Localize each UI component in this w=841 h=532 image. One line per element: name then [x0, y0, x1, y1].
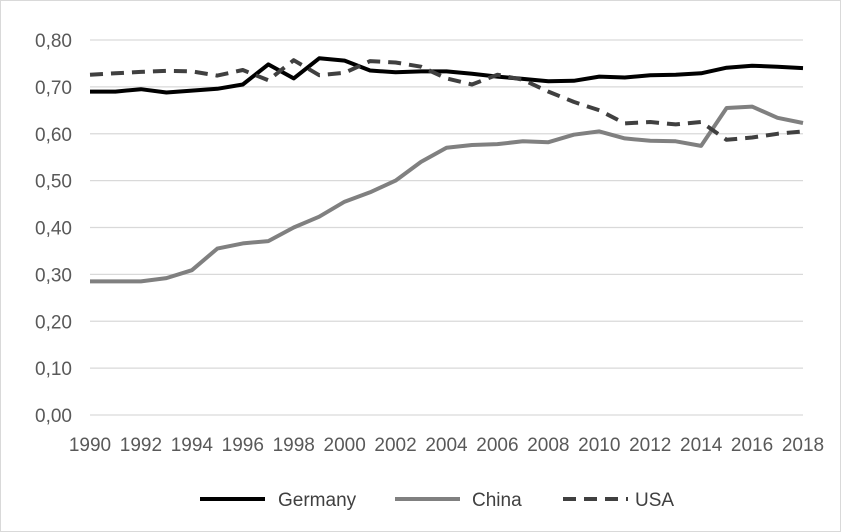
x-tick-label: 2018	[782, 435, 824, 456]
legend-label-china: China	[472, 490, 522, 511]
y-tick-label: 0,80	[35, 31, 72, 52]
x-tick-label: 2010	[578, 435, 620, 456]
gridlines	[90, 39, 803, 416]
x-tick-label: 2002	[374, 435, 416, 456]
x-tick-label: 1992	[120, 435, 162, 456]
x-tick-label: 1996	[222, 435, 264, 456]
x-tick-label: 1998	[273, 435, 315, 456]
x-tick-label: 2014	[680, 435, 723, 456]
x-tick-label: 2006	[476, 435, 518, 456]
series-line-china	[90, 104, 804, 284]
x-axis-ticks: 1990 1992 1994 1996 1998 2000 2002 2004 2006 2008…	[69, 435, 824, 456]
series-line-germany	[90, 56, 804, 95]
series-lines	[89, 56, 804, 284]
legend-label-usa: USA	[635, 490, 674, 511]
legend-label-germany: Germany	[278, 490, 357, 511]
y-tick-label: 0,70	[35, 78, 72, 99]
x-tick-label: 2016	[731, 435, 773, 456]
x-tick-label: 2004	[425, 435, 468, 456]
y-tick-label: 0,40	[35, 219, 72, 240]
y-tick-label: 0,60	[35, 125, 72, 146]
y-tick-label: 0,30	[35, 265, 72, 286]
x-tick-label: 1994	[171, 435, 214, 456]
y-axis-ticks: 0,00 0,10 0,20 0,30 0,40 0,50 0,60 0,70 0,80	[35, 31, 72, 427]
y-tick-label: 0,10	[35, 359, 72, 380]
x-tick-label: 1990	[69, 435, 111, 456]
y-tick-label: 0,00	[35, 406, 72, 427]
legend: Germany China USA	[200, 490, 674, 511]
y-tick-label: 0,50	[35, 172, 72, 193]
x-tick-label: 2008	[527, 435, 569, 456]
y-tick-label: 0,20	[35, 312, 72, 333]
x-tick-label: 2012	[629, 435, 671, 456]
x-tick-label: 2000	[324, 435, 366, 456]
